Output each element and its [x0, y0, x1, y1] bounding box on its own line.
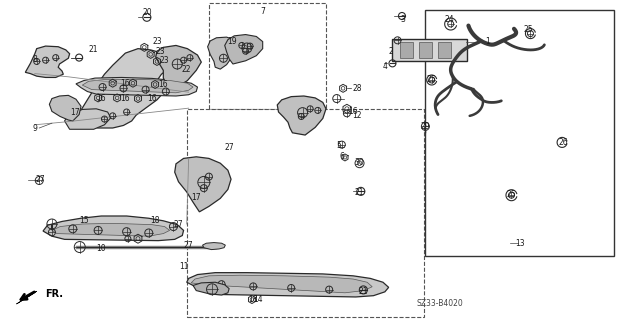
Text: 21: 21 [358, 287, 368, 296]
Text: 25: 25 [427, 75, 437, 84]
Text: 16: 16 [158, 80, 168, 89]
Bar [392, 39, 467, 61]
Text: 12: 12 [352, 111, 362, 120]
Polygon shape [52, 223, 170, 236]
Text: 21: 21 [89, 45, 99, 54]
Text: 16: 16 [348, 107, 358, 116]
Text: 16: 16 [96, 94, 106, 103]
Text: 27: 27 [224, 143, 234, 152]
Polygon shape [225, 35, 263, 64]
Text: 23: 23 [160, 56, 170, 65]
Text: 9: 9 [32, 124, 37, 132]
Text: 16: 16 [120, 79, 130, 88]
Polygon shape [25, 46, 70, 77]
Text: 23: 23 [152, 37, 162, 46]
Polygon shape [203, 243, 225, 250]
Polygon shape [187, 273, 389, 297]
Polygon shape [65, 109, 111, 129]
Bar [425, 10, 614, 256]
Bar [419, 42, 432, 58]
Bar [438, 42, 451, 58]
Bar [400, 42, 413, 58]
Polygon shape [175, 157, 231, 212]
Text: 20: 20 [142, 8, 152, 17]
Polygon shape [208, 37, 237, 69]
Text: 6: 6 [339, 152, 344, 161]
Text: 13: 13 [515, 239, 525, 248]
Text: FR.: FR. [46, 289, 63, 300]
Polygon shape [49, 95, 81, 121]
Text: 16: 16 [147, 94, 157, 103]
Text: 4: 4 [382, 62, 387, 71]
Polygon shape [43, 216, 184, 241]
Text: 11: 11 [179, 262, 189, 271]
Text: 23: 23 [156, 47, 166, 56]
Text: SZ33-B4020: SZ33-B4020 [417, 299, 463, 308]
Text: 17: 17 [191, 193, 201, 202]
Text: 25: 25 [506, 190, 517, 199]
Polygon shape [193, 282, 229, 295]
Text: 18: 18 [248, 295, 258, 304]
Text: 18: 18 [150, 216, 160, 225]
Text: 25: 25 [523, 25, 533, 34]
Text: 24: 24 [444, 15, 454, 24]
Text: 17: 17 [70, 108, 80, 116]
Polygon shape [191, 275, 372, 293]
Text: 10: 10 [96, 244, 106, 253]
Text: 15: 15 [78, 216, 89, 225]
Text: 22: 22 [182, 65, 192, 74]
Text: 30: 30 [354, 158, 365, 167]
Polygon shape [156, 45, 201, 90]
Text: 1: 1 [485, 37, 490, 46]
Text: 5: 5 [336, 141, 341, 150]
Text: 8: 8 [32, 55, 37, 64]
Text: 27: 27 [35, 175, 45, 184]
Polygon shape [73, 49, 171, 128]
Text: 14: 14 [253, 295, 263, 304]
Polygon shape [82, 79, 193, 93]
Text: 27: 27 [184, 241, 194, 250]
Polygon shape [277, 96, 326, 135]
Text: 7: 7 [260, 7, 265, 16]
Text: 28: 28 [353, 84, 363, 93]
Bar [187, 109, 424, 317]
Text: 16: 16 [120, 94, 130, 103]
Polygon shape [76, 77, 197, 96]
Polygon shape [16, 291, 37, 304]
Text: 29: 29 [420, 122, 430, 131]
Text: 3: 3 [401, 15, 406, 24]
Text: 21: 21 [354, 188, 365, 197]
Text: 26: 26 [558, 138, 568, 147]
Bar [209, 3, 326, 109]
Text: 19: 19 [227, 37, 237, 46]
Text: 27: 27 [173, 220, 184, 229]
Text: 2: 2 [389, 47, 394, 56]
